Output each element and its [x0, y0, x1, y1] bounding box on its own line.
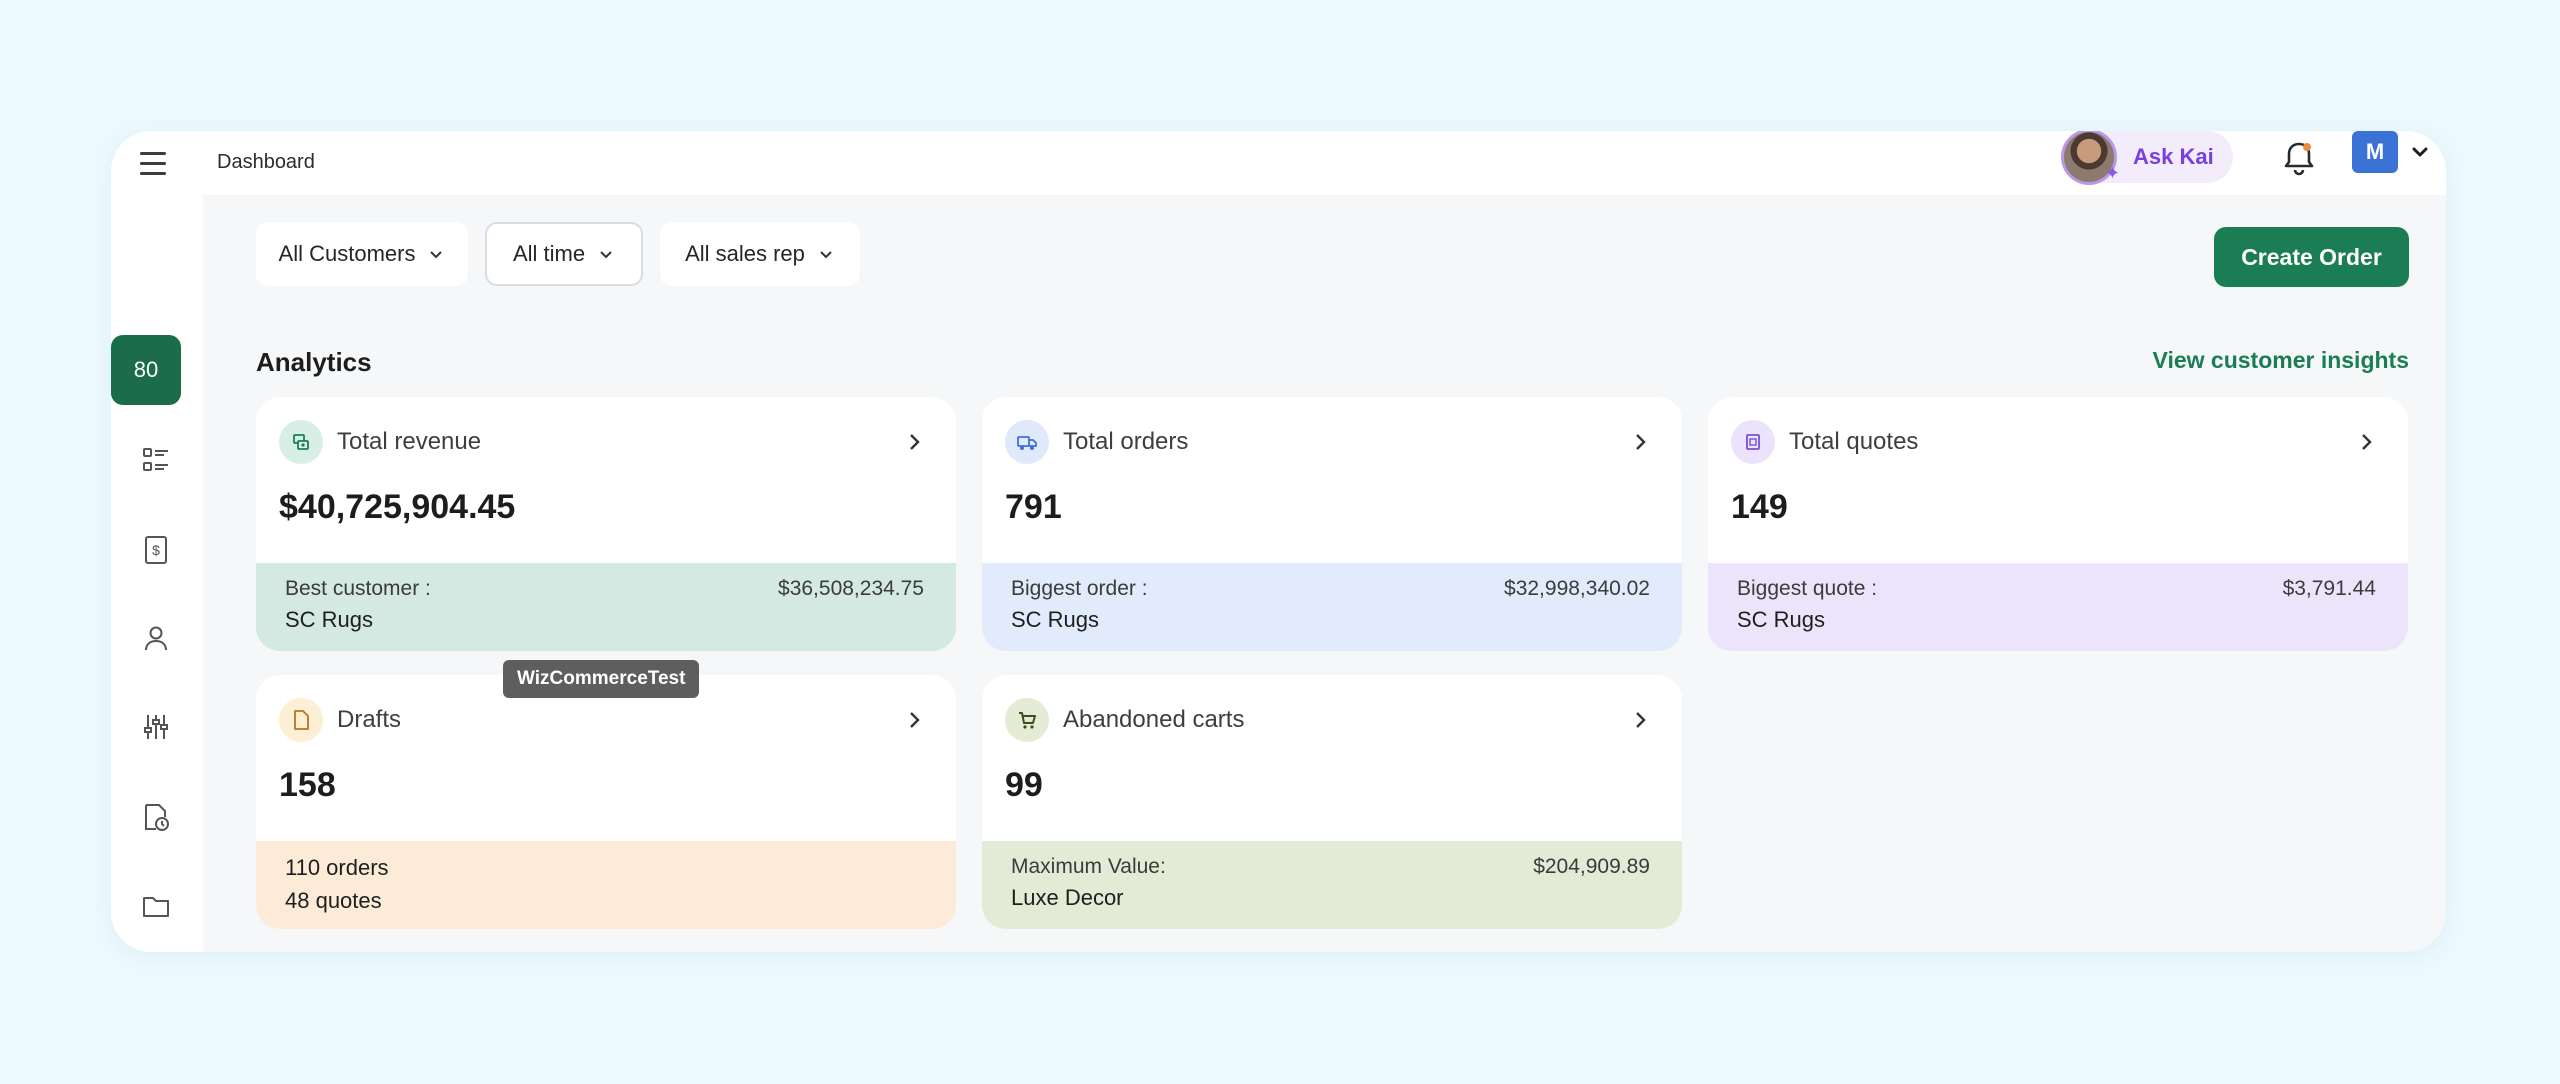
document-clock-icon [145, 804, 169, 831]
card-value: $40,725,904.45 [279, 488, 516, 526]
total-orders-card[interactable]: Total orders 791 Biggest order : $32,998,… [982, 397, 1682, 651]
footer-value: $3,791.44 [2282, 577, 2376, 600]
create-order-button[interactable]: Create Order [2214, 227, 2409, 287]
footer-value: $32,998,340.02 [1504, 577, 1650, 600]
total-quotes-card[interactable]: Total quotes 149 Biggest quote : $3,791.4… [1708, 397, 2408, 651]
total-revenue-card[interactable]: Total revenue $40,725,904.45 Best custom… [256, 397, 956, 651]
card-label: Abandoned carts [1063, 706, 1245, 733]
invoice-icon: $ [145, 536, 167, 564]
footer-label: Best customer : [285, 577, 431, 600]
card-footer: Biggest quote : $3,791.44 SC Rugs [1708, 563, 2408, 651]
footer-customer: SC Rugs [1737, 607, 1826, 632]
chevron-right-icon [1636, 434, 1646, 450]
money-icon [279, 420, 323, 464]
user-avatar[interactable]: M [2352, 131, 2398, 173]
footer-customer: Luxe Decor [1011, 885, 1124, 910]
app-window: Dashboard ✦ Ask Kai M 80 [111, 131, 2446, 952]
card-footer: Biggest order : $32,998,340.02 SC Rugs [982, 563, 1682, 651]
sidebar-item-customers[interactable] [121, 603, 191, 673]
sidebar-item-list[interactable] [121, 425, 191, 495]
drafts-card[interactable]: Drafts 158 110 orders 48 quotes [256, 675, 956, 929]
chevron-right-icon [910, 434, 920, 450]
sidebar-item-reports[interactable] [121, 782, 191, 852]
top-bar: Dashboard ✦ Ask Kai M [111, 131, 2446, 195]
chevron-down-icon [600, 251, 612, 259]
sidebar: 80 $ [111, 195, 203, 952]
quote-icon [1731, 420, 1775, 464]
analytics-heading: Analytics [256, 347, 372, 377]
sidebar-item-invoices[interactable]: $ [121, 515, 191, 585]
dashboard-icon: 80 [134, 357, 158, 382]
sidebar-item-files[interactable] [121, 871, 191, 941]
chevron-right-icon [910, 712, 920, 728]
ask-kai-label: Ask Kai [2133, 144, 2214, 169]
abandoned-carts-card[interactable]: Abandoned carts 99 Maximum Value: $204,90… [982, 675, 1682, 929]
svg-text:$: $ [152, 542, 160, 558]
list-icon [143, 448, 168, 471]
footer-label: Biggest order : [1011, 577, 1148, 600]
time-filter-label: All time [512, 241, 586, 266]
card-footer: Best customer : $36,508,234.75 SC Rugs [256, 563, 956, 651]
truck-icon [1005, 420, 1049, 464]
sidebar-item-dashboard[interactable]: 80 [111, 335, 181, 405]
footer-label: Biggest quote : [1737, 577, 1878, 600]
card-footer: 110 orders 48 quotes [256, 841, 956, 929]
footer-label: Maximum Value: [1011, 855, 1166, 878]
svg-text:80: 80 [134, 357, 158, 382]
notification-bell-icon[interactable] [2276, 135, 2322, 181]
card-label: Total quotes [1789, 428, 1919, 455]
draft-orders-count: 110 orders [285, 855, 389, 880]
user-icon [145, 626, 167, 651]
kai-avatar: ✦ [2061, 131, 2120, 185]
ask-kai-button[interactable]: ✦ Ask Kai [2061, 131, 2233, 185]
sidebar-item-settings[interactable] [121, 692, 191, 762]
customer-filter-dropdown[interactable]: All Customers [256, 222, 468, 286]
customer-filter-label: All Customers [278, 241, 416, 266]
breadcrumb: Dashboard [217, 151, 315, 173]
footer-value: $36,508,234.75 [778, 577, 924, 600]
chevron-down-icon [820, 251, 832, 259]
card-value: 158 [279, 766, 336, 804]
card-label: Drafts [337, 706, 402, 733]
footer-customer: SC Rugs [1011, 607, 1100, 632]
cart-icon [1005, 698, 1049, 742]
chevron-right-icon [2362, 434, 2372, 450]
menu-icon[interactable] [131, 145, 175, 181]
card-value: 791 [1005, 488, 1062, 526]
card-value: 99 [1005, 766, 1043, 804]
sales-rep-filter-dropdown[interactable]: All sales rep [660, 222, 860, 286]
footer-customer: SC Rugs [285, 607, 374, 632]
card-footer: Maximum Value: $204,909.89 Luxe Decor [982, 841, 1682, 929]
sparkle-icon: ✦ [2104, 163, 2120, 183]
sales-rep-filter-label: All sales rep [685, 241, 805, 266]
draft-quotes-count: 48 quotes [285, 888, 382, 913]
chevron-down-icon[interactable] [2409, 141, 2431, 163]
chevron-right-icon [1636, 712, 1646, 728]
chevron-down-icon [430, 251, 443, 259]
time-filter-dropdown[interactable]: All time [485, 222, 643, 286]
draft-icon [279, 698, 323, 742]
footer-value: $204,909.89 [1533, 855, 1650, 878]
card-label: Total orders [1063, 428, 1189, 455]
folder-icon [143, 897, 169, 917]
card-label: Total revenue [337, 428, 482, 455]
view-customer-insights-link[interactable]: View customer insights [2152, 347, 2409, 373]
sliders-icon [144, 715, 168, 739]
tooltip: WizCommerceTest [503, 660, 700, 698]
card-value: 149 [1731, 488, 1788, 526]
